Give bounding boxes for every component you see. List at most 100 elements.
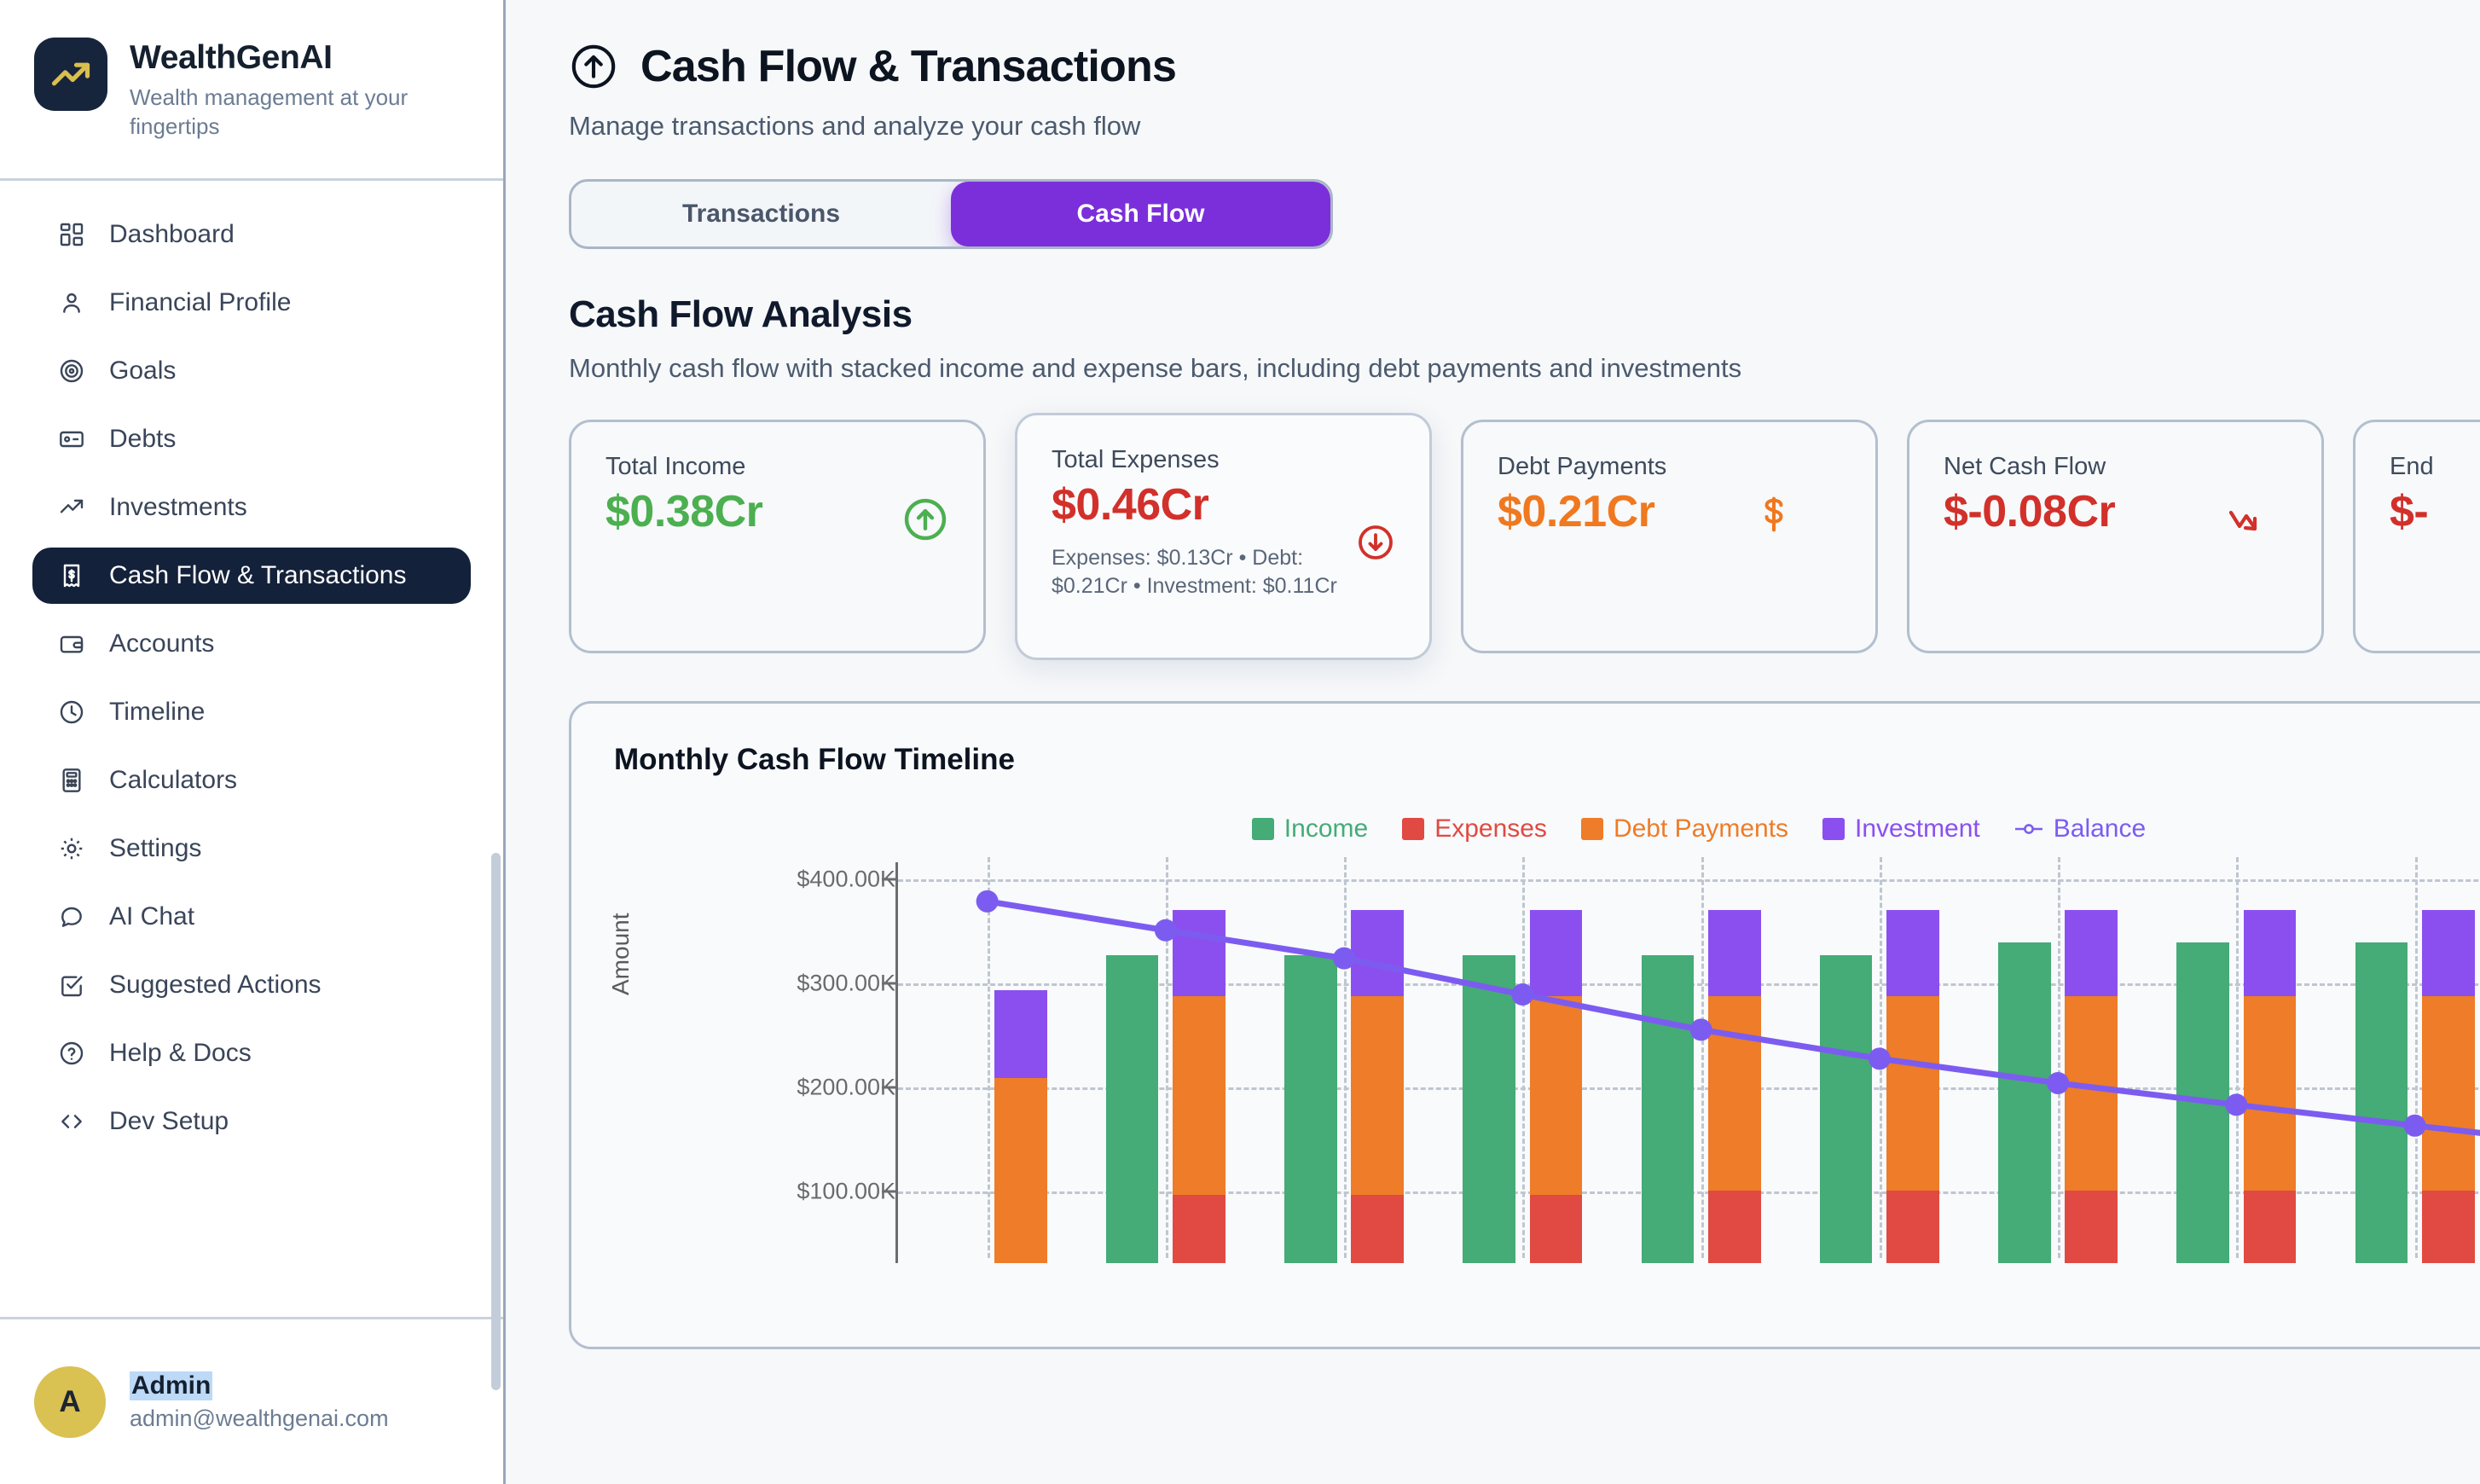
sidebar-item-label: Suggested Actions (109, 971, 322, 999)
chart-legend: Income Expenses Debt Payments Investment (614, 814, 2480, 843)
chart-bars (898, 857, 2480, 1263)
legend-item-debt-payments[interactable]: Debt Payments (1580, 814, 1788, 843)
bar-income[interactable] (1819, 955, 1873, 1263)
bar-expense-stack[interactable] (2421, 910, 2475, 1263)
balance-point[interactable] (1511, 983, 1534, 1006)
stat-card-value: $0.21Cr (1498, 487, 1655, 536)
bar-expense-stack[interactable] (2243, 910, 2297, 1263)
y-axis-tick-mark (882, 1190, 897, 1193)
monthly-cash-flow-chart-card: Monthly Cash Flow Timeline Income Expens… (569, 701, 2480, 1349)
stat-card-total-expenses[interactable]: Total Expenses $0.46Cr Expenses: $0.13Cr… (1015, 413, 1432, 660)
sidebar-item-label: Cash Flow & Transactions (109, 561, 407, 589)
sidebar-item-calculators[interactable]: Calculators (32, 752, 471, 809)
bar-segment-investment (1707, 910, 1761, 997)
balance-point[interactable] (1868, 1047, 1891, 1070)
bar-income[interactable] (2355, 942, 2408, 1263)
grid-line-vertical (987, 857, 990, 1258)
bar-expense-stack[interactable] (1173, 910, 1226, 1263)
balance-point[interactable] (2403, 1114, 2426, 1137)
stat-card-ending-balance[interactable]: End $- (2353, 420, 2480, 653)
balance-point[interactable] (2225, 1093, 2248, 1116)
arrow-up-circle-icon (901, 496, 949, 548)
code-brackets-icon (56, 1106, 87, 1137)
brand-title: WealthGenAI (130, 39, 333, 76)
legend-item-expenses[interactable]: Expenses (1402, 814, 1547, 843)
legend-item-balance[interactable]: Balance (2014, 814, 2146, 843)
legend-item-income[interactable]: Income (1251, 814, 1368, 843)
bar-segment-expenses (2065, 1191, 2118, 1263)
page-subtitle: Manage transactions and analyze your cas… (569, 111, 1141, 141)
bar-segment-investment (1886, 910, 1939, 997)
bar-expense-stack[interactable] (1351, 910, 1405, 1263)
stat-card-label: Total Income (606, 453, 746, 480)
grid-line-vertical (1165, 857, 1168, 1258)
sidebar-item-timeline[interactable]: Timeline (32, 684, 471, 740)
bar-income[interactable] (1998, 942, 2051, 1263)
balance-point[interactable] (1333, 947, 1356, 970)
bar-expense-stack[interactable] (2065, 910, 2118, 1263)
bar-segment-expenses (1886, 1191, 1939, 1263)
tab-cash-flow[interactable]: Cash Flow (951, 182, 1330, 246)
sidebar-item-dev-setup[interactable]: Dev Setup (32, 1093, 471, 1150)
sidebar-item-debts[interactable]: Debts (32, 411, 471, 467)
bar-segment-investment (2243, 910, 2297, 997)
balance-point[interactable] (1154, 919, 1177, 942)
sidebar-item-label: Debts (109, 425, 177, 453)
trending-up-icon (56, 492, 87, 523)
bar-expense-stack[interactable] (1529, 910, 1583, 1263)
y-axis-tick-mark (882, 1086, 897, 1089)
section-subtitle: Monthly cash flow with stacked income an… (569, 353, 1742, 383)
trending-up-icon (51, 62, 90, 86)
balance-point[interactable] (1689, 1018, 1712, 1041)
line-dot-icon (2014, 814, 2043, 843)
grid-line-vertical (1522, 857, 1526, 1258)
bar-expense-stack[interactable] (1707, 910, 1761, 1263)
user-profile[interactable]: A Admin admin@wealthgenai.com (0, 1317, 503, 1484)
sidebar-item-investments[interactable]: Investments (32, 479, 471, 536)
bar-income[interactable] (1284, 955, 1337, 1263)
grid-line-vertical (2236, 857, 2240, 1258)
stat-card-value: $0.38Cr (606, 487, 763, 536)
bar-segment-debt (1707, 996, 1761, 1191)
app-logo (34, 38, 107, 111)
sidebar-item-dashboard[interactable]: Dashboard (32, 206, 471, 263)
chat-bubble-icon (56, 901, 87, 932)
balance-point[interactable] (2047, 1071, 2070, 1094)
sidebar-item-label: Timeline (109, 698, 206, 726)
check-square-icon (56, 970, 87, 1000)
bar-income[interactable] (1641, 955, 1695, 1263)
avatar: A (34, 1365, 106, 1438)
bar-expense-stack[interactable] (1886, 910, 1939, 1263)
bar-segment-investment (1529, 910, 1583, 997)
sidebar-item-help-docs[interactable]: Help & Docs (32, 1025, 471, 1081)
bar-income[interactable] (1105, 955, 1159, 1263)
stat-card-net-cash-flow[interactable]: Net Cash Flow $-0.08Cr (1907, 420, 2324, 653)
sidebar-item-suggested-actions[interactable]: Suggested Actions (32, 957, 471, 1013)
dollar-sign-icon (1754, 490, 1793, 542)
sidebar-scrollbar-thumb[interactable] (491, 853, 501, 1390)
sidebar-item-ai-chat[interactable]: AI Chat (32, 889, 471, 945)
bar-segment-investment (2065, 910, 2118, 997)
brand-text: WealthGenAI Wealth management at your fi… (130, 38, 411, 142)
bar-expense-stack[interactable] (994, 989, 1047, 1263)
sidebar-scrollbar[interactable] (491, 729, 503, 1390)
legend-swatch-icon (1580, 818, 1603, 840)
sidebar-item-accounts[interactable]: Accounts (32, 616, 471, 672)
stat-card-value: $-0.08Cr (1944, 487, 2116, 536)
stat-card-label: End (2390, 453, 2434, 480)
sidebar-item-settings[interactable]: Settings (32, 820, 471, 877)
bar-income[interactable] (1463, 955, 1515, 1263)
stat-card-total-income[interactable]: Total Income $0.38Cr (569, 420, 986, 653)
brand-header[interactable]: WealthGenAI Wealth management at your fi… (0, 0, 503, 181)
sidebar-item-cash-flow-transactions[interactable]: Cash Flow & Transactions (32, 548, 471, 604)
grid-line-vertical (1344, 857, 1347, 1258)
tab-transactions[interactable]: Transactions (681, 200, 841, 228)
sidebar-item-label: Help & Docs (109, 1039, 252, 1067)
balance-point[interactable] (976, 890, 999, 913)
sidebar-item-financial-profile[interactable]: Financial Profile (32, 275, 471, 331)
stat-card-debt-payments[interactable]: Debt Payments $0.21Cr (1461, 420, 1878, 653)
legend-item-investment[interactable]: Investment (1822, 814, 1980, 843)
sidebar-item-goals[interactable]: Goals (32, 343, 471, 399)
y-tick-label: $400.00K (797, 866, 895, 892)
bar-segment-debt (1173, 996, 1226, 1196)
